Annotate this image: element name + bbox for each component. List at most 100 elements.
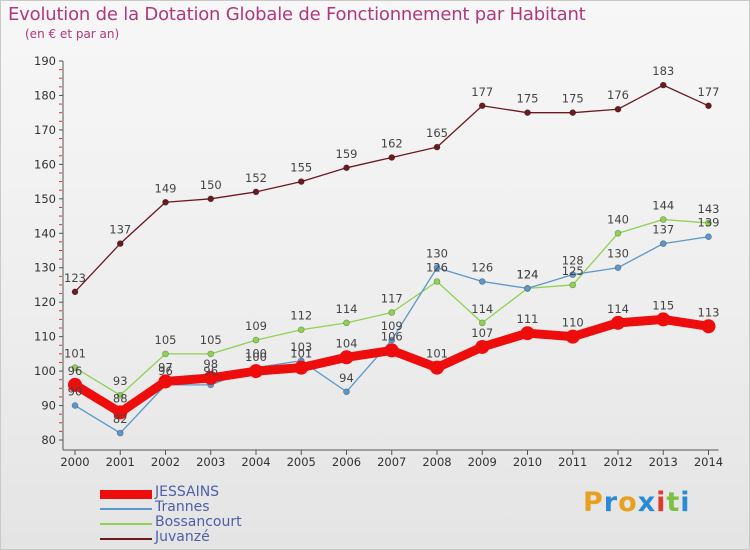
data-label-jessains: 113 [698,305,720,319]
data-label-juvanz-: 176 [607,88,629,102]
data-point-jessains [701,319,716,334]
data-point-juvanz- [71,288,79,296]
data-point-trannes [388,336,396,344]
legend-swatch [100,508,152,510]
data-label-trannes: 130 [426,247,448,261]
data-label-juvanz-: 183 [652,64,674,78]
data-label-bossancourt: 117 [381,292,403,306]
data-point-jessains [294,360,309,375]
data-point-bossancourt [343,319,350,327]
data-point-trannes [343,388,350,396]
data-point-bossancourt [252,336,260,344]
x-tick-label: 2003 [196,455,225,469]
y-tick-label: 90 [41,399,56,413]
legend-swatch [100,489,152,499]
data-point-jessains [565,329,580,344]
data-label-bossancourt: 126 [426,261,448,275]
data-point-juvanz- [297,178,305,185]
legend-label: Juvanzé [155,529,210,545]
data-label-juvanz-: 155 [290,161,312,175]
data-point-bossancourt [162,350,169,358]
data-point-juvanz- [162,198,169,206]
y-tick-label: 150 [34,192,56,206]
data-label-jessains: 114 [607,302,629,316]
y-tick-label: 180 [34,88,56,102]
data-label-bossancourt: 143 [698,202,720,216]
data-point-jessains [430,360,444,375]
data-point-jessains [249,364,263,379]
x-tick-label: 2001 [106,455,135,469]
data-label-bossancourt: 112 [290,309,312,323]
data-label-trannes: 126 [471,261,493,275]
data-label-bossancourt: 93 [113,374,128,388]
data-point-juvanz- [252,188,260,196]
data-label-jessains: 106 [381,329,403,343]
data-point-bossancourt [71,364,79,371]
x-tick-label: 2004 [241,455,270,469]
data-point-bossancourt [705,219,712,227]
data-label-bossancourt: 124 [517,267,539,281]
data-point-bossancourt [614,229,622,237]
data-label-trannes: 128 [562,254,584,268]
data-point-jessains [113,405,128,420]
data-point-jessains [158,374,173,389]
data-label-trannes: 103 [290,340,312,354]
x-tick-label: 2010 [513,455,542,469]
data-point-trannes [433,264,441,272]
x-tick-label: 2009 [468,455,497,469]
x-tick-label: 2007 [377,455,406,469]
data-point-juvanz- [659,81,667,89]
data-label-juvanz-: 177 [698,85,720,99]
data-label-trannes: 109 [381,319,403,333]
brand-letter: i [680,487,691,518]
data-label-juvanz-: 175 [517,92,539,106]
data-label-bossancourt: 101 [64,347,86,361]
data-point-trannes [569,271,577,278]
data-label-bossancourt: 105 [200,333,222,347]
data-point-trannes [71,402,79,409]
data-label-trannes: 94 [339,371,354,385]
data-point-jessains [656,312,671,327]
legend-label: Bossancourt [155,514,242,530]
data-point-juvanz- [433,143,441,151]
data-point-bossancourt [297,326,305,334]
data-point-jessains [611,315,625,330]
data-label-trannes: 82 [113,412,128,426]
x-tick-label: 2002 [151,455,180,469]
data-label-bossancourt: 125 [562,264,584,278]
chart-title: Evolution de la Dotation Globale de Fonc… [8,4,586,25]
brand-letter: o [618,487,638,518]
data-point-juvanz- [116,240,124,247]
chart-subtitle: (en € et par an) [25,27,120,41]
y-tick-label: 160 [34,157,56,171]
data-point-juvanz- [207,195,215,203]
data-label-trannes: 139 [698,216,720,230]
x-tick-label: 2013 [649,455,678,469]
data-label-jessains: 115 [652,298,674,312]
y-tick-label: 100 [34,364,56,378]
data-label-juvanz-: 175 [562,92,584,106]
data-point-bossancourt [659,216,667,223]
legend-label: Trannes [155,499,210,515]
y-tick-label: 130 [34,261,56,275]
data-label-juvanz-: 159 [336,147,358,161]
data-label-jessains: 107 [471,326,493,340]
data-point-bossancourt [569,281,577,289]
data-point-jessains [203,370,218,385]
data-point-trannes [705,233,712,241]
x-tick-label: 2005 [287,455,316,469]
data-label-jessains: 100 [245,350,267,364]
y-tick-label: 80 [41,433,56,447]
data-label-bossancourt: 105 [155,333,177,347]
data-label-juvanz-: 123 [64,271,86,285]
data-point-trannes [116,429,124,437]
y-tick-label: 140 [34,226,56,240]
data-point-trannes [659,240,667,247]
data-label-trannes: 90 [68,385,83,399]
data-point-jessains [339,350,354,365]
x-tick-label: 2012 [603,455,632,469]
data-label-trannes: 96 [158,364,173,378]
y-tick-label: 190 [34,54,56,68]
